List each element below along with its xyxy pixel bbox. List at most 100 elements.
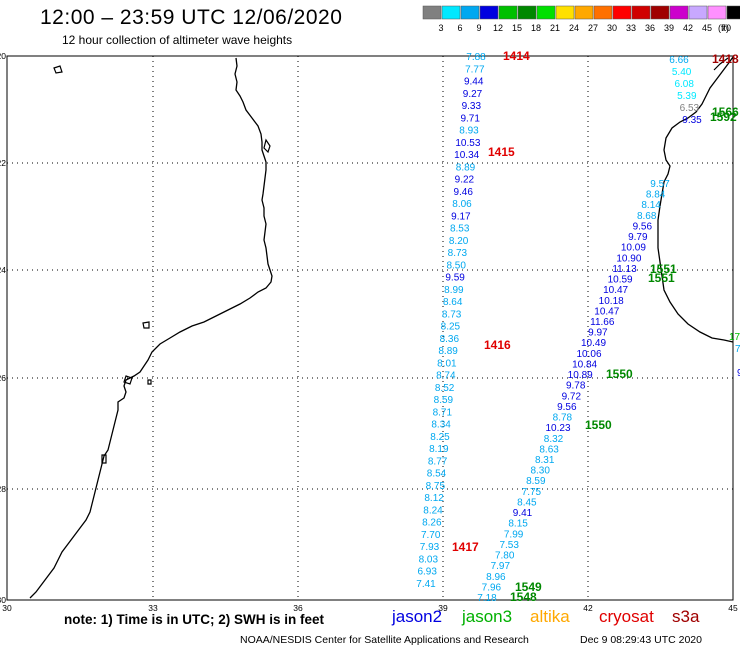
wave-height-value: 8.54	[427, 469, 447, 480]
pass-label: 1417	[452, 540, 479, 554]
legend-tick-label: 39	[664, 23, 674, 33]
legend-tick-label: 33	[626, 23, 636, 33]
island-small-1	[142, 321, 150, 329]
wave-height-value: 6.08	[674, 79, 694, 90]
legend-tick-label: 27	[588, 23, 598, 33]
pass-label: 1548	[510, 590, 537, 604]
latitude-tick-label: -20	[0, 51, 6, 61]
wave-height-value: 10.84	[572, 360, 597, 371]
wave-height-value: 9.22	[455, 175, 475, 186]
madagascar-coastline-north	[713, 57, 729, 71]
wave-height-value: 8.77	[428, 456, 448, 467]
longitude-tick-label: 42	[583, 603, 593, 613]
latitude-tick-label: -22	[0, 158, 6, 168]
wave-height-value: 5.40	[672, 67, 692, 78]
latitude-tick-label: -30	[0, 595, 6, 605]
wave-height-value: 9.41	[513, 508, 533, 519]
wave-height-value: 9.78	[566, 381, 586, 392]
wave-height-value: 8.89	[438, 346, 458, 357]
wave-height-value: 8.64	[443, 297, 463, 308]
legend-tick-label: 42	[683, 23, 693, 33]
longitude-tick-label: 30	[2, 603, 12, 613]
wave-height-value: 8.50	[446, 260, 466, 271]
legend-swatch	[726, 5, 740, 20]
legend-swatch	[460, 5, 480, 20]
wave-height-value: 10.89	[568, 370, 593, 381]
legend-swatch	[650, 5, 670, 20]
wave-height-value: 9.71	[460, 113, 480, 124]
latitude-tick-label: -28	[0, 484, 6, 494]
pass-label: 1550	[585, 418, 612, 432]
wave-height-value: 8.25	[441, 322, 461, 333]
wave-height-value: 7.41	[416, 579, 436, 590]
wave-height-value: 8.99	[444, 285, 464, 296]
wave-height-value: 8.30	[530, 466, 550, 477]
longitude-tick-label: 39	[438, 603, 448, 613]
africa-coastline-inlet	[263, 138, 271, 154]
wave-height-value: 8.63	[539, 444, 559, 455]
wave-height-value: 9.27	[463, 89, 483, 100]
pass-label: 1566	[712, 105, 739, 119]
wave-height-value: 8.59	[526, 476, 546, 487]
wave-height-value: 8.26	[422, 518, 442, 529]
legend-tick-label: 18	[531, 23, 541, 33]
longitude-tick-label: 45	[728, 603, 738, 613]
wave-height-value: 8.25	[430, 432, 450, 443]
wave-height-value: 10.53	[455, 138, 480, 149]
pass-label: 1416	[484, 338, 511, 352]
legend-tick-label: 30	[607, 23, 617, 33]
wave-height-value: 8.32	[544, 434, 564, 445]
legend-tick-label: 21	[550, 23, 560, 33]
legend-tick-label: 36	[645, 23, 655, 33]
africa-coastline	[29, 57, 273, 599]
wave-height-value: 7.93	[420, 542, 440, 553]
legend-tick-label: 3	[438, 23, 443, 33]
wave-height-value: 9.33	[462, 101, 482, 112]
legend-tick-label: 15	[512, 23, 522, 33]
wave-height-value: 8.71	[433, 407, 453, 418]
legend-tick-label: 9	[476, 23, 481, 33]
wave-height-value: 10.47	[603, 285, 628, 296]
latitude-tick-label: -24	[0, 265, 6, 275]
pass-label: 1550	[606, 367, 633, 381]
wave-height-value: 9.79	[628, 232, 648, 243]
wave-height-value: 8.34	[431, 420, 451, 431]
legend-tick-label: 24	[569, 23, 579, 33]
legend-swatch	[536, 5, 556, 20]
satellite-label-s3a: s3a	[672, 607, 700, 626]
color-legend: 3 6 9 12 15 18 21 24 27 30 33 36 39 42 45 70(ft)	[422, 5, 740, 33]
wave-height-value: 8.03	[419, 555, 439, 566]
wave-height-value: 8.15	[508, 519, 528, 530]
pass-label: 1551	[648, 271, 675, 285]
wave-height-value: 10.90	[616, 253, 641, 264]
wave-height-value-edge: 7	[735, 344, 740, 355]
wave-height-value: 11.13	[612, 264, 637, 275]
satellite-label-jason2: jason2	[392, 607, 443, 626]
wave-height-value: 9.44	[464, 77, 484, 88]
axis-tick-labels: 30 33 36 39 42 45 -20 -22 -24 -26 -28 -30	[0, 51, 738, 613]
wave-height-value: 8.01	[437, 358, 457, 369]
wave-height-value: 7.77	[465, 64, 485, 75]
wave-height-value: 8.19	[429, 444, 449, 455]
wave-height-value: 7.53	[499, 540, 519, 551]
wave-height-value: 10.49	[581, 338, 606, 349]
wave-height-value: 8.59	[434, 395, 454, 406]
pass-label: 1592	[710, 110, 737, 124]
wave-height-value: 7.96	[482, 582, 502, 593]
wave-height-value: 8.45	[517, 498, 537, 509]
wave-height-value: 9.35	[682, 115, 702, 126]
satellite-label-cryosat: cryosat	[599, 607, 654, 626]
wave-height-value: 5.39	[677, 91, 697, 102]
wave-height-value: 7.99	[504, 529, 524, 540]
wave-height-value: 9.46	[453, 187, 473, 198]
pass-label: 1414	[503, 49, 530, 63]
legend-swatch	[688, 5, 708, 20]
legend-swatch	[612, 5, 632, 20]
page-title: 12:00 – 23:59 UTC 12/06/2020	[40, 6, 343, 29]
wave-height-value: 7.75	[522, 487, 542, 498]
wave-height-value: 9.57	[650, 179, 670, 190]
wave-height-value: 7.97	[491, 561, 511, 572]
island-small-2	[101, 454, 107, 464]
